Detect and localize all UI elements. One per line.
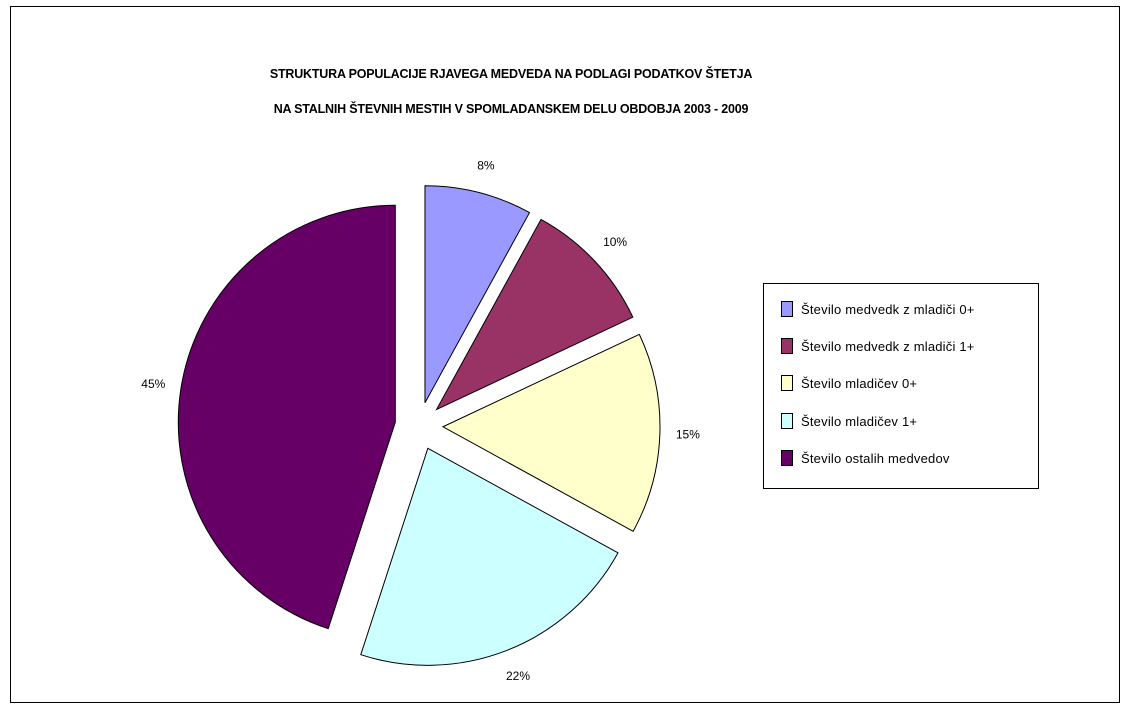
pie-slice	[424, 185, 531, 403]
legend-label: Število medvedk z mladiči 0+	[801, 301, 975, 317]
legend-item: Število medvedk z mladiči 1+	[781, 336, 975, 356]
legend-swatch	[781, 338, 793, 354]
legend-swatch	[781, 301, 793, 317]
legend-swatch	[781, 413, 793, 429]
slice-percent-label: 8%	[477, 158, 495, 172]
pie-slice	[177, 204, 396, 630]
chart-subtitle: NA STALNIH ŠTEVNIH MESTIH V SPOMLADANSKE…	[273, 102, 749, 116]
slice-percent-label: 10%	[603, 235, 627, 249]
slice-percent-label: 45%	[141, 377, 165, 391]
legend-label: Število ostalih medvedov	[801, 450, 950, 466]
slice-percent-label: 15%	[676, 427, 700, 441]
legend-item: Število ostalih medvedov	[781, 448, 950, 468]
legend-swatch	[781, 375, 793, 391]
legend-item: Število mladičev 0+	[781, 373, 917, 393]
slice-percent-label: 22%	[506, 669, 530, 683]
pie-slice	[360, 447, 619, 666]
pie-slice	[441, 333, 661, 532]
legend-label: Število mladičev 1+	[801, 413, 918, 429]
legend-label: Število medvedk z mladiči 1+	[801, 338, 975, 354]
pie-chart: 8% 10% 15% 22% 45%	[141, 158, 700, 683]
legend-swatch	[781, 450, 793, 466]
chart-frame: STRUKTURA POPULACIJE RJAVEGA MEDVEDA NA …	[10, 6, 1120, 703]
chart-title: STRUKTURA POPULACIJE RJAVEGA MEDVEDA NA …	[269, 67, 753, 81]
legend-item: Število medvedk z mladiči 0+	[781, 299, 975, 319]
pie-slice	[435, 218, 634, 411]
chart-legend: Število medvedk z mladiči 0+ Število medv…	[763, 283, 1039, 489]
legend-item: Število mladičev 1+	[781, 411, 917, 431]
legend-label: Število mladičev 0+	[801, 375, 918, 391]
